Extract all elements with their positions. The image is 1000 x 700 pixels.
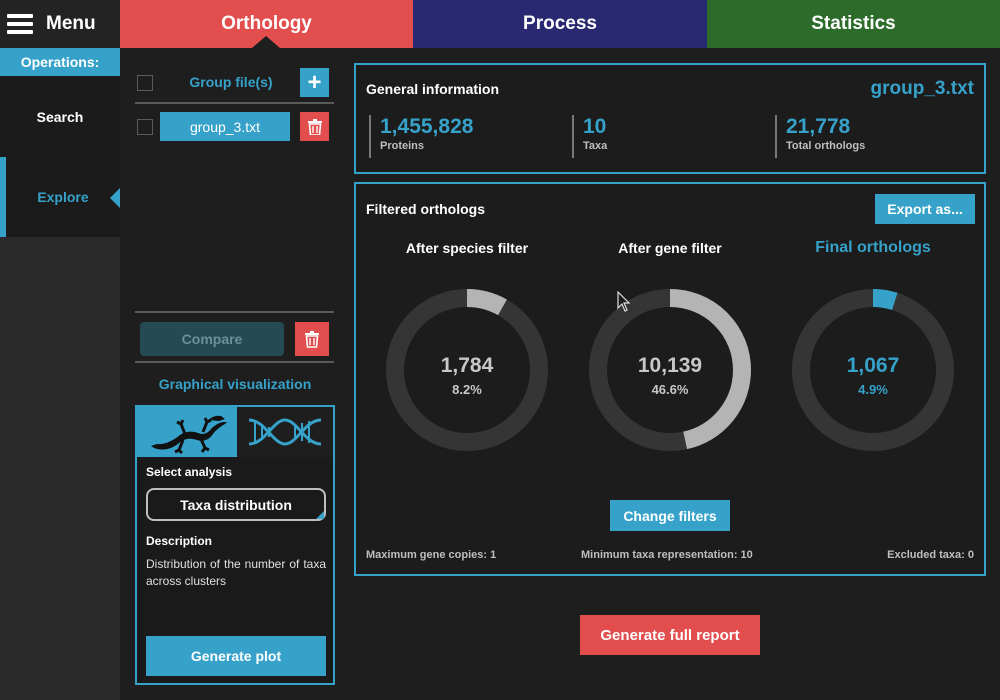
donut-percent: 8.2%	[452, 382, 482, 397]
tab-taxa-view[interactable]	[137, 407, 237, 457]
donut-ring	[589, 289, 751, 451]
max-gene-copies: Maximum gene copies: 1	[366, 549, 497, 561]
active-pointer-icon	[110, 188, 120, 208]
file-checkbox[interactable]	[137, 119, 153, 135]
generate-plot-button[interactable]: Generate plot	[146, 636, 326, 676]
change-filters-button[interactable]: Change filters	[610, 500, 730, 531]
donut-title-final: Final orthologs	[815, 239, 931, 256]
export-button[interactable]: Export as...	[875, 194, 975, 224]
tab-statistics[interactable]: Statistics	[707, 0, 1000, 48]
stat-label: Total orthologs	[786, 140, 866, 152]
add-group-button[interactable]: +	[300, 68, 329, 97]
trash-icon	[307, 118, 322, 135]
select-all-checkbox[interactable]	[137, 75, 153, 91]
general-information-panel: General information group_3.txt 1,455,82…	[354, 63, 986, 174]
donut-ring	[386, 289, 548, 451]
donut-percent: 46.6%	[651, 382, 689, 397]
sidebar-item-explore[interactable]: Explore	[0, 157, 120, 237]
donut-title-species: After species filter	[405, 240, 529, 256]
donut-gene-filter: 10,139 46.6%	[586, 286, 754, 454]
donut-fill-arc	[792, 289, 954, 451]
analysis-options: Select analysis Taxa distribution Descri…	[137, 457, 333, 683]
stat-label: Taxa	[583, 140, 608, 152]
tab-dna-view[interactable]	[237, 407, 333, 457]
tab-process[interactable]: Process	[413, 0, 707, 48]
donut-count: 1,067	[846, 354, 900, 377]
donut-count: 10,139	[637, 354, 703, 377]
stat-proteins: 1,455,828 Proteins	[369, 115, 473, 158]
compare-button[interactable]: Compare	[140, 322, 284, 356]
selected-analysis: Taxa distribution	[180, 496, 292, 513]
menu-label: Menu	[46, 13, 96, 34]
delete-selected-button[interactable]	[295, 322, 329, 356]
excluded-taxa: Excluded taxa: 0	[887, 549, 974, 561]
mouse-cursor-icon	[617, 291, 631, 312]
analysis-select[interactable]: Taxa distribution	[146, 488, 326, 521]
stat-taxa: 10 Taxa	[572, 115, 607, 158]
file-item-group-3[interactable]: group_3.txt	[160, 112, 290, 141]
donut-title-gene: After gene filter	[618, 240, 722, 256]
stat-value: 21,778	[786, 115, 851, 138]
donut-count: 1,784	[440, 354, 494, 377]
filtered-orthologs-panel: Filtered orthologs Export as... After sp…	[354, 182, 986, 576]
donut-percent: 4.9%	[858, 382, 888, 397]
dna-icon	[248, 418, 322, 446]
active-tab-indicator	[252, 36, 280, 48]
lizard-icon	[151, 415, 227, 454]
dropdown-corner-icon	[316, 511, 324, 519]
plus-icon: +	[307, 68, 322, 96]
stat-value: 10	[583, 115, 607, 138]
menu-button[interactable]: Menu	[0, 0, 120, 48]
donut-species-filter: 1,784 8.2%	[383, 286, 551, 454]
divider	[135, 311, 334, 313]
min-taxa-representation: Minimum taxa representation: 10	[581, 549, 753, 561]
current-file-name: group_3.txt	[870, 78, 974, 99]
sidebar-item-label: Explore	[37, 189, 89, 205]
donut-final-orthologs: 1,067 4.9%	[789, 286, 957, 454]
description-label: Description	[146, 534, 213, 548]
stat-total-orthologs: 21,778 Total orthologs	[775, 115, 865, 158]
filtered-orthologs-title: Filtered orthologs	[366, 201, 485, 217]
graphical-visualization-title: Graphical visualization	[158, 376, 312, 392]
donut-fill-arc	[386, 289, 548, 451]
stat-label: Proteins	[380, 140, 425, 152]
graphical-visualization-panel: Select analysis Taxa distribution Descri…	[135, 405, 335, 685]
sidebar-item-search[interactable]: Search	[0, 76, 120, 157]
delete-file-button[interactable]	[300, 112, 329, 141]
description-text: Distribution of the number of taxa acros…	[146, 557, 326, 588]
generate-full-report-button[interactable]: Generate full report	[580, 615, 760, 655]
divider	[135, 361, 334, 363]
operations-sidebar: Operations: Search Explore	[0, 48, 120, 700]
trash-icon	[305, 331, 319, 348]
general-information-title: General information	[366, 81, 500, 97]
group-files-label: Group file(s)	[189, 74, 273, 90]
donut-ring	[792, 289, 954, 451]
divider	[135, 102, 334, 104]
select-analysis-label: Select analysis	[146, 465, 233, 479]
donut-fill-arc	[589, 289, 751, 451]
operations-header: Operations:	[0, 48, 120, 76]
stat-value: 1,455,828	[380, 115, 474, 138]
hamburger-icon	[7, 14, 33, 34]
